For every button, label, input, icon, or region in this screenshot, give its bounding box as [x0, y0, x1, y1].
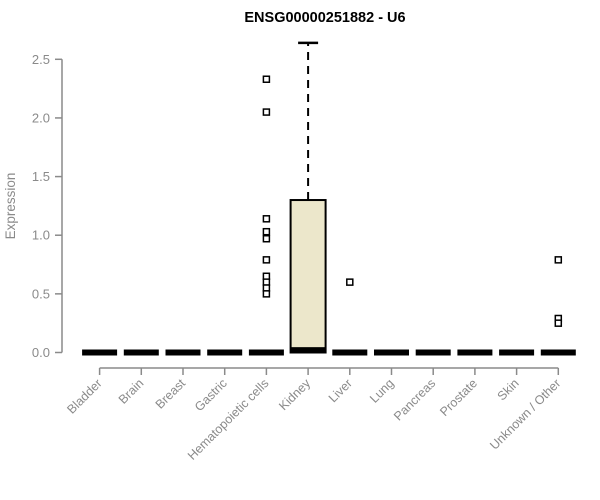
x-tick-label: Skin: [495, 376, 522, 403]
outlier-point-hematopoietic-cells: [262, 272, 271, 281]
median-bar-liver: [332, 349, 368, 356]
boxplot-box-kidney: [289, 199, 327, 354]
x-tick-label: Gastric: [192, 376, 230, 414]
outlier-point-hematopoietic-cells: [262, 215, 271, 223]
y-axis-label: Expression: [3, 173, 18, 240]
x-tick-label: Liver: [326, 376, 355, 405]
outlier-point-hematopoietic-cells: [262, 256, 271, 264]
outlier-point-hematopoietic-cells: [262, 108, 271, 116]
outlier-point-hematopoietic-cells: [262, 75, 271, 83]
outlier-point-hematopoietic-cells: [262, 284, 271, 292]
median-bar-breast: [165, 349, 201, 356]
median-bar-kidney: [290, 347, 326, 354]
median-bar-gastric: [207, 349, 243, 356]
x-tick-label: Prostate: [437, 376, 480, 419]
median-bar-skin: [499, 349, 535, 356]
median-bar-brain: [123, 349, 159, 356]
x-tick-label: Hematopoietic cells: [185, 376, 272, 463]
median-bar-hematopoietic-cells: [248, 349, 284, 356]
x-tick-label: Lung: [367, 376, 397, 406]
outlier-point-liver: [346, 278, 354, 286]
y-tick-label: 1.0: [32, 228, 50, 243]
y-tick-label: 2.0: [32, 110, 50, 125]
x-tick-label: Pancreas: [391, 376, 438, 423]
y-tick-label: 0.5: [32, 286, 50, 301]
outlier-point-hematopoietic-cells: [262, 290, 271, 298]
outlier-point-hematopoietic-cells: [262, 227, 271, 236]
y-tick-label: 2.5: [32, 52, 50, 67]
median-bar-unknown-other: [540, 349, 576, 356]
median-bar-prostate: [457, 349, 493, 356]
x-tick-label: Brain: [116, 376, 147, 407]
outlier-point-unknown-other: [554, 256, 563, 264]
x-tick-label: Unknown / Other: [487, 376, 563, 452]
median-bar-bladder: [82, 349, 118, 356]
outlier-point-unknown-other: [554, 319, 563, 327]
median-bar-lung: [374, 349, 409, 356]
x-tick-label: Breast: [153, 376, 189, 412]
y-tick-label: 0.0: [32, 345, 50, 360]
median-bar-pancreas: [415, 349, 451, 356]
y-tick-label: 1.5: [32, 169, 50, 184]
outlier-point-hematopoietic-cells: [262, 234, 271, 243]
x-tick-label: Bladder: [64, 376, 104, 416]
chart-title: ENSG00000251882 - U6: [244, 10, 405, 26]
plot-area: 0.0 0.5 1.0 1.5 2.0 2.5 Bladder Brain Breast Gast…: [32, 41, 576, 463]
x-tick-label: Kidney: [276, 376, 313, 413]
outlier-point-hematopoietic-cells: [262, 278, 271, 286]
